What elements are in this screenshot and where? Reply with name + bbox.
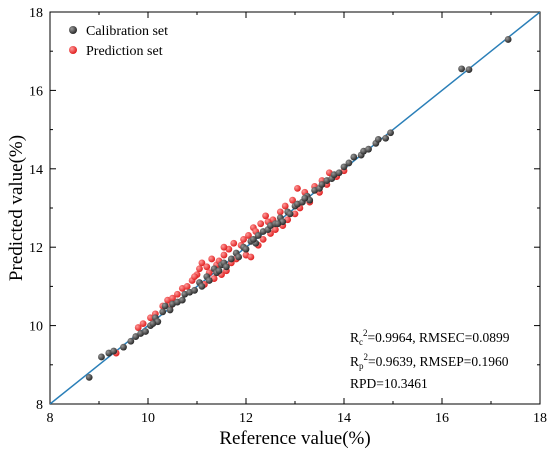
calibration-point — [382, 134, 390, 142]
calibration-point — [242, 245, 250, 253]
x-tick-labels: 8 10 12 14 16 18 — [47, 411, 548, 426]
calibration-point — [191, 286, 198, 294]
x-tick-label: 10 — [141, 411, 155, 426]
calibration-point — [159, 308, 167, 316]
calibration-point — [142, 328, 149, 335]
prediction-point — [174, 290, 181, 298]
calibration-point — [161, 302, 169, 310]
prediction-point — [247, 253, 255, 261]
calibration-point — [98, 353, 105, 361]
x-tick-label: 8 — [47, 411, 54, 426]
calibration-point — [120, 343, 127, 351]
prediction-point — [183, 283, 191, 290]
calibration-point — [350, 153, 358, 161]
prediction-point — [262, 212, 269, 220]
prediction-point — [220, 251, 228, 259]
calibration-point — [85, 373, 93, 381]
legend: Calibration set Prediction set — [69, 24, 168, 59]
prediction-point — [134, 324, 142, 331]
calibration-point — [387, 129, 394, 137]
prediction-point — [294, 185, 301, 192]
calibration-point — [249, 235, 257, 243]
x-tick-label: 18 — [533, 411, 547, 426]
y-tick-labels: 8 10 12 14 16 18 — [29, 6, 43, 413]
prediction-point — [240, 235, 247, 243]
calibration-point — [318, 181, 326, 188]
y-tick-label: 8 — [36, 398, 43, 413]
prediction-point — [272, 226, 279, 233]
prediction-point — [208, 255, 216, 263]
calibration-point — [149, 320, 157, 328]
calibration-point — [365, 145, 372, 153]
calibration-point — [340, 163, 348, 171]
axis-ticks — [49, 11, 541, 405]
legend-label-prediction: Prediction set — [86, 44, 163, 59]
calibration-point — [110, 347, 118, 355]
calibration-point — [274, 220, 282, 228]
x-tick-label: 14 — [337, 411, 351, 426]
y-tick-label: 14 — [29, 163, 43, 178]
prediction-point — [289, 196, 296, 204]
y-tick-label: 16 — [29, 84, 43, 99]
calibration-point — [301, 194, 309, 202]
legend-marker-calibration — [69, 26, 77, 34]
calibration-point — [132, 333, 140, 340]
calibration-point — [345, 159, 353, 167]
calibration-point — [286, 210, 294, 218]
calibration-point — [504, 36, 512, 43]
calibration-point — [254, 232, 262, 239]
prediction-point — [220, 243, 228, 251]
calibration-point — [198, 283, 206, 290]
prediction-point — [291, 210, 299, 218]
x-axis-title: Reference value(%) — [219, 428, 370, 449]
calibration-point — [235, 253, 243, 261]
prediction-point — [147, 314, 154, 322]
calibration-point — [166, 306, 174, 314]
prediction-point — [191, 273, 198, 280]
stats-annotation: Rc2=0.9964, RMSEC=0.0899 Rp2=0.9639, RMS… — [350, 328, 510, 391]
prediction-point — [196, 265, 203, 273]
y-tick-label: 12 — [29, 241, 43, 256]
calibration-point — [465, 66, 473, 74]
prediction-point — [276, 208, 284, 216]
y-tick-label: 10 — [29, 320, 43, 335]
calibration-point — [458, 65, 465, 73]
prediction-point — [245, 232, 252, 239]
calibration-point — [227, 255, 235, 263]
x-tick-label: 12 — [239, 411, 253, 426]
calibration-point — [178, 296, 186, 304]
prediction-point — [259, 235, 267, 243]
calibration-point — [335, 169, 343, 177]
prediction-point — [139, 320, 147, 328]
calibration-point — [215, 267, 223, 275]
prediction-point — [169, 294, 176, 302]
prediction-point — [230, 239, 238, 247]
y-axis-title: Predicted value(%) — [6, 135, 27, 281]
prediction-point — [281, 202, 289, 210]
legend-marker-prediction — [69, 46, 77, 54]
calibration-point — [223, 263, 230, 271]
stat-line-calibration: Rc2=0.9964, RMSEC=0.0899 — [350, 328, 510, 347]
prediction-point — [198, 259, 206, 267]
calibration-point — [205, 277, 213, 284]
stat-line-rpd: RPD=10.3461 — [350, 376, 428, 391]
x-tick-label: 16 — [435, 411, 449, 426]
legend-label-calibration: Calibration set — [86, 24, 168, 39]
calibration-point — [374, 136, 382, 143]
prediction-point — [257, 220, 265, 228]
data-points — [85, 36, 512, 381]
y-tick-label: 18 — [29, 6, 43, 21]
calibration-point — [127, 337, 135, 345]
stat-line-prediction: Rp2=0.9639, RMSEP=0.1960 — [350, 352, 509, 371]
prediction-point — [203, 263, 211, 271]
